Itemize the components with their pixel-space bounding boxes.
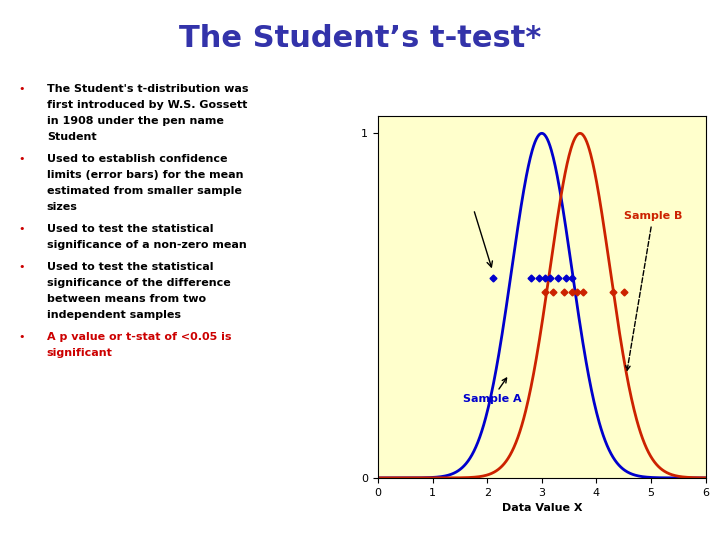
- Text: between means from two: between means from two: [47, 294, 206, 305]
- Text: •: •: [18, 262, 24, 272]
- Text: estimated from smaller sample: estimated from smaller sample: [47, 186, 242, 197]
- Text: •: •: [18, 332, 24, 342]
- X-axis label: Data Value X: Data Value X: [502, 503, 582, 513]
- Text: Student: Student: [47, 132, 96, 143]
- Text: Sample B: Sample B: [624, 212, 682, 370]
- Text: •: •: [18, 84, 24, 94]
- Text: •: •: [18, 224, 24, 234]
- Text: significance of the difference: significance of the difference: [47, 278, 230, 288]
- Text: first introduced by W.S. Gossett: first introduced by W.S. Gossett: [47, 100, 247, 110]
- Text: •: •: [18, 154, 24, 164]
- Text: independent samples: independent samples: [47, 310, 181, 321]
- Text: Used to test the statistical: Used to test the statistical: [47, 262, 213, 272]
- Text: The Student’s t-test*: The Student’s t-test*: [179, 24, 541, 53]
- Text: Used to establish confidence: Used to establish confidence: [47, 154, 228, 164]
- Text: Used to test the statistical: Used to test the statistical: [47, 224, 213, 234]
- Text: significance of a non-zero mean: significance of a non-zero mean: [47, 240, 246, 251]
- Text: The Student's t-distribution was: The Student's t-distribution was: [47, 84, 248, 94]
- Text: A p value or t-stat of <0.05 is: A p value or t-stat of <0.05 is: [47, 332, 231, 342]
- Text: Sample A: Sample A: [463, 378, 521, 404]
- Text: in 1908 under the pen name: in 1908 under the pen name: [47, 116, 224, 126]
- Text: sizes: sizes: [47, 202, 78, 213]
- Text: significant: significant: [47, 348, 112, 359]
- Text: limits (error bars) for the mean: limits (error bars) for the mean: [47, 170, 243, 180]
